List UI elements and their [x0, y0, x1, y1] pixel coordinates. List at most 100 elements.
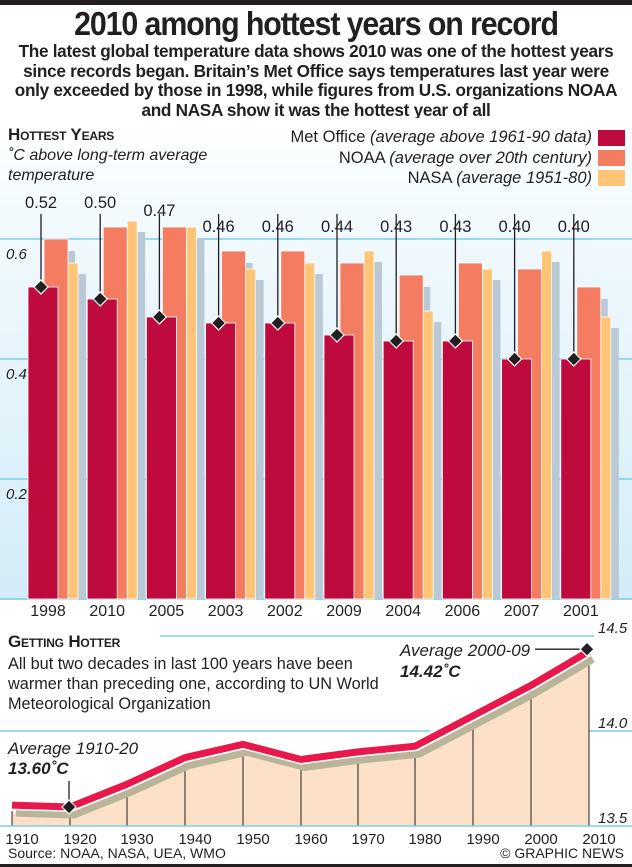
line-chart-description: All but two decades in last 100 years ha…: [8, 655, 379, 713]
x-tick-label: 2007: [504, 603, 540, 620]
y-tick-label: 0.4: [6, 366, 27, 383]
value-marker: [269, 315, 286, 331]
nasa-bar-shadow: [78, 274, 86, 599]
nasa-bar: [126, 220, 138, 600]
nasa-bar-shadow: [196, 238, 205, 599]
x-tick-label: 1980: [408, 831, 441, 848]
x-tick-label: 1950: [236, 831, 269, 848]
value-marker: [210, 315, 227, 331]
value-marker: [388, 333, 405, 349]
met-office-bar: [501, 358, 533, 600]
x-tick-label: 2004: [385, 603, 421, 620]
line-shadow: [15, 656, 595, 819]
x-tick-label: 2002: [267, 603, 303, 620]
met-office-bar: [27, 286, 59, 600]
met-office-bar: [205, 322, 237, 600]
legend-note: (average above 1961-90 data): [370, 128, 592, 146]
data-label: 0.46: [203, 218, 235, 236]
annotation-value: 14.42˚C: [400, 662, 461, 681]
data-label: 0.40: [558, 218, 590, 236]
x-tick-label: 1930: [120, 831, 153, 848]
x-tick-label: 2009: [326, 603, 362, 620]
data-label: 0.44: [321, 218, 353, 236]
annotation-marker: [61, 799, 77, 815]
met-office-bar: [560, 358, 592, 600]
x-tick-label: 2005: [149, 603, 185, 620]
nasa-bar-shadow: [137, 232, 146, 599]
legend-label: NOAA: [338, 149, 385, 167]
data-label: 0.43: [439, 218, 471, 236]
bar-chart-subtitle: ˚C above long-term average temperature: [8, 147, 208, 184]
y-tick-label: 0.2: [6, 486, 28, 503]
data-label: 0.47: [143, 202, 175, 220]
nasa-bar: [541, 250, 552, 600]
x-tick-label: 1960: [294, 831, 327, 848]
legend-noaa: NOAA (average over 20th century): [339, 149, 592, 168]
nasa-bar: [185, 226, 197, 600]
y-tick-label: 14.0: [598, 715, 628, 732]
nasa-bar: [245, 268, 257, 600]
met-office-bar: [382, 340, 414, 600]
value-marker: [151, 309, 168, 325]
data-label: 0.52: [25, 194, 57, 212]
nasa-bar-shadow: [255, 280, 264, 599]
annotation-value: 13.60˚C: [8, 759, 69, 778]
bottom-rule: [0, 864, 632, 867]
top-rule: [0, 0, 632, 5]
value-marker: [565, 351, 582, 367]
nasa-bar-shadow: [314, 274, 323, 599]
data-label: 0.40: [499, 218, 531, 236]
x-tick-label: 2006: [445, 603, 481, 620]
value-marker: [506, 351, 523, 367]
nasa-bar: [363, 250, 375, 600]
y-tick-label: 14.5: [598, 620, 628, 637]
legend-swatch-nasa: [598, 170, 625, 186]
met-office-bar: [323, 334, 355, 600]
value-marker: [447, 333, 464, 349]
annotation-label: Average 2000-09: [399, 641, 531, 660]
y-tick-label: 0.6: [6, 246, 28, 263]
legend-swatch-met-office: [598, 130, 625, 146]
met-office-bar: [264, 322, 296, 600]
data-label: 0.46: [262, 218, 294, 236]
met-office-bar: [86, 298, 118, 600]
x-tick-label: 1990: [466, 831, 499, 848]
legend-label: NASA: [407, 169, 452, 187]
x-tick-label: 1910: [5, 831, 38, 848]
temperature-line: [11, 648, 591, 811]
value-marker: [329, 327, 345, 343]
legend-nasa: NASA (average 1951-80): [408, 169, 592, 188]
x-tick-label: 2000: [524, 831, 557, 848]
nasa-bar-shadow: [610, 328, 619, 599]
source-note: Source: NOAA, NASA, UEA, WMO: [8, 845, 226, 861]
legend-met-office: Met Office (average above 1961-90 data): [291, 128, 592, 147]
legend-swatch-noaa: [598, 150, 625, 166]
legend-note: (average 1951-80): [456, 169, 592, 187]
y-tick-label: 13.5: [598, 810, 628, 827]
x-tick-label: 1920: [63, 831, 96, 848]
nasa-bar: [600, 316, 612, 600]
annotation-label: Average 1910-20: [7, 739, 139, 758]
bar-chart-title: Hottest Years: [8, 125, 115, 144]
page-title: 2010 among hottest years on record: [74, 5, 559, 42]
value-marker: [92, 291, 109, 307]
nasa-bar: [304, 262, 316, 600]
x-tick-label: 2010: [89, 603, 125, 620]
x-tick-label: 1940: [178, 831, 211, 848]
nasa-bar: [481, 268, 493, 600]
data-label: 0.50: [84, 194, 116, 212]
nasa-bar: [422, 310, 434, 600]
met-office-bar: [145, 316, 177, 600]
legend-label: Met Office: [290, 128, 366, 146]
x-tick-label: 2010: [582, 831, 615, 848]
met-office-bar: [441, 340, 473, 600]
x-tick-label: 2003: [208, 603, 244, 620]
line-chart-title: Getting Hotter: [8, 632, 121, 651]
nasa-bar: [67, 262, 79, 600]
x-tick-label: 1970: [351, 831, 384, 848]
nasa-bar-shadow: [433, 322, 442, 599]
subtitle: The latest global temperature data shows…: [14, 41, 618, 120]
credit-note: © GRAPHIC NEWS: [500, 845, 624, 861]
x-tick-label: 2001: [563, 603, 599, 620]
